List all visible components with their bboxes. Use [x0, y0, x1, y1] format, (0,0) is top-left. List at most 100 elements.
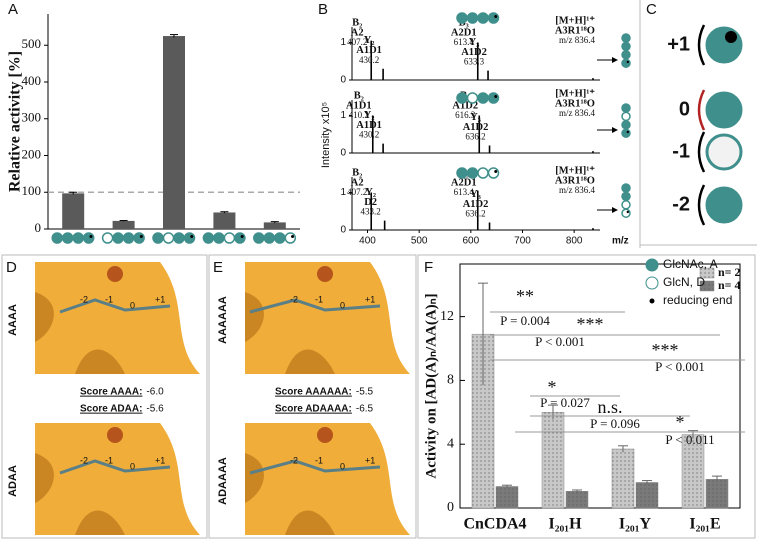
sugar-icon — [456, 167, 468, 179]
score-value: -6.5 — [356, 404, 374, 415]
peak-label: 430.2 — [359, 130, 379, 140]
panel-letter: D — [6, 259, 17, 276]
sugar-icon — [705, 133, 743, 171]
peak-label: Y₂ — [365, 187, 376, 198]
protein-edge — [370, 423, 410, 535]
y-axis-label: Activity on [AD(A)ₙ/AA(A)ₙ] — [423, 293, 439, 478]
sugar-icon — [101, 232, 114, 244]
peak-label: A1D1 — [356, 45, 382, 56]
bracket — [697, 89, 706, 131]
significance-mark: ** — [516, 286, 534, 306]
sugar-icon — [213, 232, 225, 244]
sugar-icon — [621, 208, 631, 218]
peak-label: Y₂ — [364, 35, 375, 46]
bar — [635, 482, 659, 509]
legend-icon — [645, 258, 659, 272]
dock-name: AAAA — [7, 304, 19, 336]
site-label: -1 — [105, 455, 113, 465]
score-value: -6.0 — [146, 387, 164, 398]
protein-shadow — [35, 292, 125, 374]
reducing-end-icon — [626, 130, 629, 134]
site-label: -2 — [290, 455, 298, 465]
bracket — [697, 131, 706, 173]
significance-mark: *** — [577, 314, 604, 334]
sugar-icon — [61, 232, 74, 244]
peak-label: A1D2 — [452, 100, 478, 111]
x-tick-label: 500 — [411, 236, 428, 247]
peak-label: A1D2 — [461, 47, 487, 58]
y-tick-label: 0 — [340, 148, 346, 159]
peak-label: 613.4 — [454, 187, 475, 197]
sugar-icon — [621, 111, 631, 122]
peak-label: 430.2 — [359, 55, 379, 65]
sugar-icon — [487, 92, 500, 104]
y-tick-label: 100 — [22, 183, 42, 198]
bar — [705, 479, 729, 509]
sugar-icon — [621, 191, 631, 202]
y-tick-label: 0 — [340, 225, 346, 236]
protein-shadow — [245, 453, 335, 535]
legend-swatch — [699, 267, 715, 279]
peak-label: 410.2 — [349, 110, 369, 120]
x-tick-label: 700 — [514, 236, 531, 247]
y-axis-label: Relative activity [%] — [7, 51, 24, 192]
reducing-end-icon — [240, 235, 244, 238]
legend-label: GlcNAc, A — [663, 257, 718, 271]
site-label: 0 — [130, 461, 135, 471]
y-tick-label: 1 — [340, 187, 346, 198]
site-label: -1 — [672, 140, 690, 162]
y-tick-label: 0 — [340, 75, 346, 86]
p-value: P = 0.027 — [540, 395, 590, 410]
y-axis-label: Intensity x10⁵ — [320, 102, 332, 168]
p-value: P < 0.001 — [655, 359, 705, 374]
x-tick-label: I₂₀₁Y — [619, 516, 652, 533]
site-label: +1 — [365, 294, 375, 304]
active-site — [317, 266, 333, 282]
site-label: 0 — [340, 461, 345, 471]
p-value: P = 0.096 — [590, 416, 640, 431]
panel-letter: B — [318, 1, 328, 18]
sugar-icon — [133, 232, 145, 244]
ligand — [59, 298, 171, 314]
peak-label: A1D2 — [463, 199, 489, 210]
sugar-icon — [152, 232, 164, 244]
x-tick-label: I₂₀₁H — [548, 516, 582, 533]
active-site — [107, 266, 123, 282]
y-tick-label: 0 — [35, 220, 42, 235]
sugar-icon — [621, 120, 631, 130]
sugar-icon — [466, 167, 479, 179]
sugar-icon — [51, 232, 63, 244]
site-label: -2 — [80, 294, 88, 304]
reducing-end-icon — [725, 31, 737, 43]
arrow-head — [612, 127, 618, 133]
sugar-icon — [234, 232, 246, 244]
sugar-icon — [487, 167, 500, 179]
significance-mark: *** — [652, 340, 679, 360]
peak-label: D2 — [364, 197, 377, 208]
peak-label: A2D1 — [451, 177, 477, 188]
reducing-end-icon — [494, 170, 498, 173]
sugar-icon — [477, 12, 489, 24]
legend-icon — [645, 276, 659, 290]
peak-label: A2 — [351, 27, 364, 38]
protein-edge — [160, 423, 200, 535]
peak-label: [M+H]¹⁺ — [555, 165, 595, 176]
sugar-icon — [466, 12, 479, 24]
sugar-icon — [477, 92, 489, 104]
bar — [541, 412, 565, 509]
site-label: +1 — [155, 294, 165, 304]
y-tick-label: 1 — [340, 37, 346, 48]
peak-label: B₂ — [352, 17, 362, 28]
sugar-icon — [705, 91, 743, 129]
active-site — [317, 427, 333, 443]
site-label: -2 — [290, 294, 298, 304]
site-label: -2 — [80, 455, 88, 465]
protein-shadow — [35, 453, 125, 535]
arrow-head — [612, 57, 618, 63]
reducing-end-icon — [139, 235, 143, 238]
site-label: -1 — [105, 294, 113, 304]
sugar-icon — [72, 232, 84, 244]
peak-label: A2D1 — [451, 27, 477, 38]
peak-label: A3R1¹⁸O — [555, 25, 595, 36]
peak-label: A1D1 — [356, 120, 382, 131]
